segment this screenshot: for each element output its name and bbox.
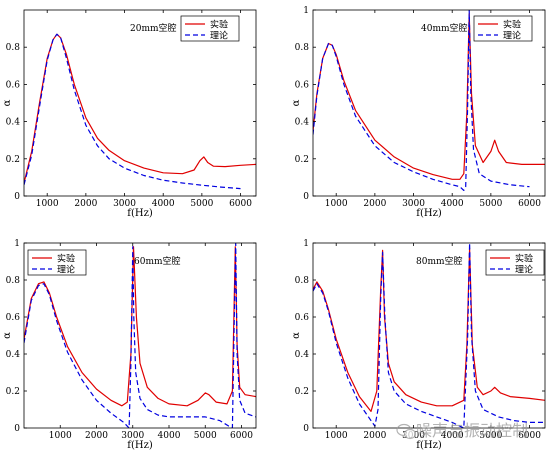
- chart-panel-2: 1000 2000 3000 4000 5000 6000 0 0.2 0.4 0.6 0.8 1 f(…: [291, 6, 546, 219]
- series-line-exp: [24, 246, 256, 407]
- legend-label: 理论: [57, 264, 75, 276]
- plot-area: [313, 243, 545, 428]
- x-tick-label: 4000: [441, 199, 464, 209]
- wechat-icon: [396, 423, 417, 440]
- y-tick-label: 0: [303, 424, 309, 434]
- x-tick-label: 5000: [190, 199, 213, 209]
- x-tick-label: 1000: [36, 199, 59, 209]
- y-tick-label: 0.8: [6, 43, 21, 53]
- axes-frame: [23, 242, 257, 429]
- axes-frame: [23, 9, 257, 197]
- y-tick-label: 0.6: [295, 80, 310, 90]
- y-tick-label: 0.8: [295, 43, 310, 53]
- series-line-exp: [24, 33, 256, 184]
- x-tick-label: 2000: [74, 199, 97, 209]
- legend-label: 实验: [503, 19, 521, 31]
- legend-box: [473, 15, 533, 42]
- x-tick-label: 6000: [518, 431, 541, 441]
- x-tick-label: 6000: [229, 199, 252, 209]
- y-tick-label: 1: [303, 239, 309, 249]
- x-tick-label: 4000: [152, 199, 175, 209]
- y-tick-label: 0.6: [295, 313, 310, 323]
- x-tick-label: 3000: [121, 431, 144, 441]
- chart-title: 20mm空腔: [130, 22, 177, 34]
- y-tick-label: 1: [303, 6, 309, 16]
- y-axis-label: α: [2, 99, 13, 106]
- chart-title: 80mm空腔: [416, 255, 463, 267]
- x-tick-label: 5000: [194, 431, 217, 441]
- y-tick-label: 1: [14, 239, 20, 249]
- x-tick-label: 2000: [363, 199, 386, 209]
- y-tick-label: 0.4: [6, 350, 21, 360]
- watermark-text: 噪声与振动控制: [416, 421, 528, 440]
- x-tick-label: 1000: [325, 431, 348, 441]
- y-tick-label: 0.2: [295, 155, 309, 165]
- legend-label: 实验: [210, 19, 228, 31]
- y-tick-label: 0.2: [295, 387, 309, 397]
- series-line-exp: [313, 248, 545, 412]
- plot-area: [24, 33, 256, 190]
- x-axis-label: f(Hz): [416, 440, 442, 451]
- y-tick-label: 0.8: [295, 276, 310, 286]
- series-line-theory: [313, 10, 530, 191]
- x-tick-label: 1000: [325, 199, 348, 209]
- x-axis-label: f(Hz): [127, 440, 153, 451]
- y-axis-label: α: [291, 99, 302, 106]
- legend-label: 理论: [503, 30, 521, 42]
- legend-label: 实验: [57, 253, 75, 265]
- y-tick-label: 0: [14, 424, 20, 434]
- x-axis-label: f(Hz): [127, 208, 153, 219]
- axes-frame: [312, 9, 546, 197]
- legend-label: 实验: [515, 253, 533, 265]
- x-tick-label: 6000: [518, 199, 541, 209]
- legend-label: 理论: [515, 264, 533, 276]
- series-line-theory: [313, 243, 545, 428]
- chart-title: 60mm空腔: [134, 255, 181, 267]
- legend-box: [27, 249, 87, 276]
- x-tick-label: 4000: [441, 431, 464, 441]
- y-tick-label: 0.6: [6, 80, 21, 90]
- x-tick-label: 6000: [230, 431, 253, 441]
- legend-label: 理论: [210, 30, 228, 42]
- series-line-theory: [24, 243, 256, 428]
- x-tick-label: 5000: [479, 199, 502, 209]
- x-tick-label: 5000: [479, 431, 502, 441]
- y-tick-label: 0.8: [6, 276, 21, 286]
- y-axis-label: α: [291, 332, 302, 339]
- axes-frame: [312, 242, 546, 429]
- y-tick-label: 0.4: [295, 350, 310, 360]
- chart-panel-3: 1000 2000 3000 4000 5000 6000 0 0.2 0.4 0.6 0.8 1 f(…: [2, 239, 257, 451]
- series-line-theory: [24, 33, 241, 190]
- y-tick-label: 0.2: [6, 387, 20, 397]
- x-tick-label: 1000: [49, 431, 72, 441]
- y-tick-label: 0.4: [295, 118, 310, 128]
- legend-box: [180, 15, 240, 42]
- x-axis-label: f(Hz): [416, 208, 442, 219]
- x-tick-label: 2000: [363, 431, 386, 441]
- watermark: 噪声与振动控制: [396, 421, 528, 440]
- chart-panel-1: 1000 2000 3000 4000 5000 6000 0 0.2 0.4 0.6 0.8 f(H…: [2, 9, 257, 219]
- y-tick-label: 0.4: [6, 118, 21, 128]
- x-tick-label: 3000: [402, 199, 425, 209]
- legend-box: [485, 249, 545, 276]
- x-tick-label: 2000: [85, 431, 108, 441]
- x-tick-label: 4000: [158, 431, 181, 441]
- y-tick-label: 0.2: [6, 155, 20, 165]
- plot-area: [24, 243, 256, 428]
- x-tick-label: 3000: [113, 199, 136, 209]
- y-axis-label: α: [2, 332, 13, 339]
- y-tick-label: 0: [14, 192, 20, 202]
- chart-title: 40mm空腔: [421, 22, 468, 34]
- y-tick-label: 0.6: [6, 313, 21, 323]
- plot-area: [313, 10, 545, 191]
- chart-panel-4: 10002000300040005000600000.20.40.60.81f(…: [291, 239, 546, 451]
- y-tick-label: 0: [303, 192, 309, 202]
